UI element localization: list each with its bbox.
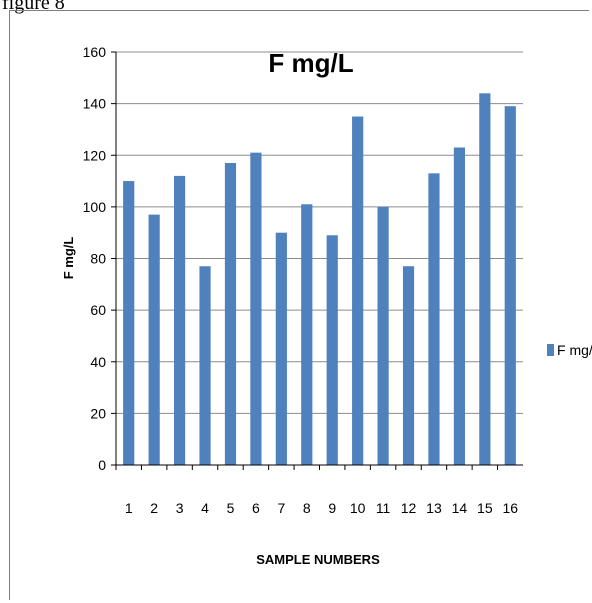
bars: [123, 93, 516, 466]
bar: [224, 162, 237, 465]
x-tick-label: 16: [502, 500, 518, 516]
y-tick-label: 120: [83, 147, 107, 163]
y-tick-labels: 0 20 40 60 80 100 120 140 160: [83, 44, 107, 473]
chart-title: F mg/L: [268, 48, 353, 78]
x-tick-label: 6: [252, 500, 260, 516]
x-tick-label: 1: [125, 500, 133, 516]
legend-swatch: [547, 344, 554, 356]
y-tick-label: 100: [83, 199, 107, 215]
x-tick-label: 14: [452, 500, 468, 516]
bar: [504, 106, 516, 466]
y-tick-label: 20: [90, 405, 106, 421]
chart-frame: [9, 10, 589, 600]
x-tick-label: 11: [376, 500, 391, 516]
bar: [352, 116, 364, 465]
bar: [123, 181, 135, 465]
x-tick-label: 9: [328, 500, 336, 516]
y-tick-label: 160: [83, 44, 107, 60]
bar: [428, 173, 440, 465]
y-tick-label: 80: [90, 251, 106, 267]
x-tick-label: 12: [401, 500, 417, 516]
bar: [301, 204, 313, 465]
legend: F mg/L: [547, 342, 592, 358]
x-tick-label: 2: [150, 500, 158, 516]
x-tick-label: 13: [426, 500, 442, 516]
bar: [453, 147, 466, 465]
bar: [173, 175, 186, 465]
x-axis-label: SAMPLE NUMBERS: [256, 552, 380, 567]
x-tick-label: 8: [303, 500, 311, 516]
x-tick-label: 5: [227, 500, 235, 516]
legend-label: F mg/L: [557, 342, 592, 358]
x-tick-label: 4: [201, 500, 209, 516]
y-axis-label: F mg/L: [61, 237, 76, 280]
bar: [250, 152, 262, 465]
bar: [199, 266, 211, 465]
bar: [326, 235, 338, 465]
bar: [402, 266, 415, 465]
bar: [275, 232, 287, 465]
bar: [148, 214, 160, 465]
x-tick-labels: 1 2 3 4 5 6 7 8 9 10 11 12 13 14 15 16: [115, 465, 518, 516]
y-tick-label: 60: [90, 302, 106, 318]
y-tick-label: 0: [98, 457, 106, 473]
x-tick-label: 7: [277, 500, 285, 516]
x-tick-label: 15: [477, 500, 493, 516]
x-tick-label: 10: [350, 500, 366, 516]
x-tick-label: 3: [176, 500, 184, 516]
bar: [377, 206, 389, 465]
y-tick-label: 140: [83, 96, 107, 112]
y-tick-label: 40: [90, 354, 106, 370]
bar: [479, 93, 491, 466]
